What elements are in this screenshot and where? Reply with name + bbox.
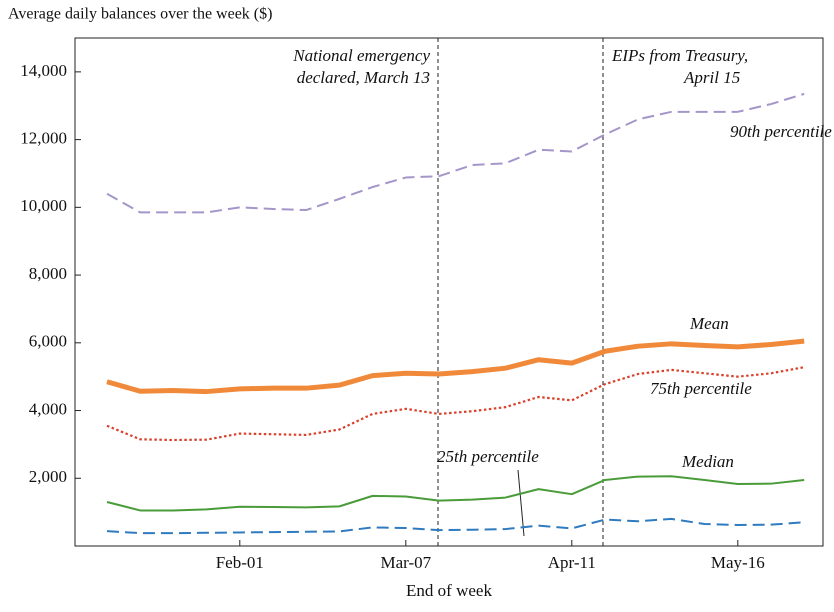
series-line	[106, 366, 805, 442]
series-line	[106, 92, 805, 214]
series-line	[106, 338, 805, 395]
plot-frame	[74, 37, 824, 547]
y-tick-label: 12,000	[20, 129, 67, 148]
y-tick-label: 10,000	[20, 196, 67, 215]
x-tick-label: Apr-11	[548, 553, 596, 572]
leader-line	[517, 469, 525, 537]
y-tick-label: 6,000	[29, 332, 67, 351]
x-tick-label: Mar-07	[380, 553, 431, 572]
annotation: April 15	[683, 68, 740, 87]
series-label: Median	[681, 452, 734, 471]
series-label: 90th percentile	[730, 122, 832, 141]
x-tick-label: Feb-01	[216, 553, 264, 572]
annotation: declared, March 13	[297, 68, 430, 87]
series-line	[106, 475, 805, 512]
y-tick-label: 2,000	[29, 467, 67, 486]
series-label: 25th percentile	[437, 447, 539, 466]
y-tick-label: 4,000	[29, 399, 67, 418]
chart-title: Average daily balances over the week ($)	[8, 6, 272, 23]
series-line	[106, 517, 805, 535]
annotation: National emergency	[292, 46, 430, 65]
x-tick-label: May-16	[711, 553, 765, 572]
series-label: 75th percentile	[650, 379, 752, 398]
x-axis-label: End of week	[406, 581, 492, 600]
annotation: EIPs from Treasury,	[611, 46, 748, 65]
series-label: Mean	[689, 314, 729, 333]
y-tick-label: 14,000	[20, 61, 67, 80]
y-tick-label: 8,000	[29, 264, 67, 283]
